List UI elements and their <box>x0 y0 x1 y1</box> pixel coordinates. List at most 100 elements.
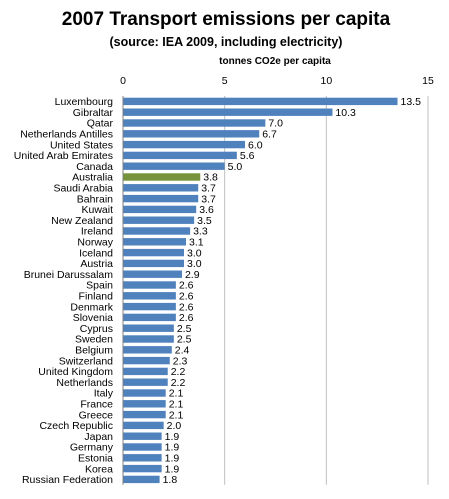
value-label: 13.5 <box>401 96 422 108</box>
value-label: 2.3 <box>173 355 188 367</box>
value-labels: 13.510.37.06.76.05.65.03.83.73.73.63.53.… <box>163 96 421 486</box>
value-label: 2.6 <box>179 312 194 324</box>
bar <box>123 367 168 376</box>
value-label: 3.0 <box>187 258 202 270</box>
category-label: Spain <box>86 280 113 292</box>
bars <box>123 97 398 484</box>
value-label: 3.3 <box>193 226 208 238</box>
value-label: 2.6 <box>179 291 194 303</box>
bar <box>123 400 166 408</box>
category-label: Sweden <box>75 334 113 346</box>
value-label: 2.2 <box>171 366 186 378</box>
category-label: Saudi Arabia <box>53 183 113 195</box>
bar <box>123 194 199 203</box>
bar <box>123 270 182 278</box>
value-label: 1.9 <box>165 431 180 443</box>
value-label: 2.1 <box>169 409 184 421</box>
chart-title: 2007 Transport emissions per capita <box>62 9 391 30</box>
category-label: Brunei Darussalam <box>24 269 114 281</box>
category-label: Estonia <box>78 453 113 465</box>
chart-subtitle: (source: IEA 2009, including electricity… <box>110 35 343 49</box>
bar <box>123 464 162 473</box>
category-label: United Arab Emirates <box>14 150 113 162</box>
value-label: 3.1 <box>189 237 204 249</box>
category-label: Italy <box>94 388 114 400</box>
value-label: 2.1 <box>169 388 184 400</box>
bar <box>123 421 164 430</box>
bar <box>123 238 187 246</box>
category-label: Finland <box>79 291 114 303</box>
x-tick-label: 10 <box>320 75 332 87</box>
bar <box>123 443 162 451</box>
bar <box>123 324 174 332</box>
category-label: Japan <box>84 431 113 443</box>
x-axis-ticks: 0 5 10 15 <box>120 75 434 87</box>
bar <box>123 184 199 192</box>
category-label: Austria <box>80 258 113 270</box>
bar <box>123 205 197 214</box>
value-label: 5.6 <box>240 150 255 162</box>
category-label: Korea <box>85 463 113 475</box>
value-label: 7.0 <box>268 118 283 130</box>
value-label: 10.3 <box>335 107 356 119</box>
value-label: 3.7 <box>201 183 216 195</box>
category-label: United Kingdom <box>38 366 113 378</box>
value-label: 2.4 <box>175 345 190 357</box>
category-label: Luxembourg <box>55 96 114 108</box>
bar <box>123 248 184 257</box>
x-tick-label: 5 <box>222 75 228 87</box>
category-label: France <box>80 399 113 411</box>
bar <box>123 216 195 224</box>
category-label: Kuwait <box>81 204 113 216</box>
bar <box>123 346 172 354</box>
category-label: New Zealand <box>51 215 113 227</box>
value-label: 5.0 <box>228 161 243 173</box>
bar <box>123 162 225 170</box>
category-label: Iceland <box>79 247 113 259</box>
category-label: Denmark <box>70 301 113 313</box>
bar <box>123 173 201 181</box>
category-label: Bahrain <box>77 193 113 205</box>
x-tick-label: 0 <box>120 75 126 87</box>
category-label: Canada <box>76 161 113 173</box>
value-label: 2.6 <box>179 280 194 292</box>
category-label: Czech Republic <box>39 420 113 432</box>
bar <box>123 454 162 462</box>
category-label: Qatar <box>87 118 114 130</box>
bar <box>123 410 166 419</box>
x-tick-label: 15 <box>422 75 434 87</box>
value-label: 2.0 <box>167 420 182 432</box>
bar <box>123 302 176 311</box>
value-label: 2.5 <box>177 334 192 346</box>
value-label: 2.9 <box>185 269 200 281</box>
value-label: 2.1 <box>169 399 184 411</box>
bar <box>123 119 266 127</box>
value-label: 3.5 <box>197 215 212 227</box>
value-label: 1.9 <box>165 442 180 454</box>
bar <box>123 140 245 149</box>
bar <box>123 151 237 160</box>
value-label: 6.7 <box>262 129 277 141</box>
value-label: 3.8 <box>203 172 218 184</box>
category-label: United States <box>50 139 113 151</box>
value-label: 3.6 <box>199 204 214 216</box>
value-label: 1.9 <box>165 463 180 475</box>
bar <box>123 281 176 289</box>
bar <box>123 356 170 365</box>
category-label: Germany <box>70 442 114 454</box>
bar <box>123 378 168 386</box>
value-label: 2.5 <box>177 323 192 335</box>
category-label: Greece <box>79 409 114 421</box>
value-label: 2.2 <box>171 377 186 389</box>
bar <box>123 97 398 106</box>
category-label: Norway <box>77 237 113 249</box>
category-label: Switzerland <box>59 355 113 367</box>
bar <box>123 130 260 138</box>
value-label: 1.9 <box>165 453 180 465</box>
bar <box>123 389 166 397</box>
category-label: Netherlands <box>56 377 113 389</box>
category-label: Cyprus <box>80 323 113 335</box>
bar <box>123 292 176 300</box>
